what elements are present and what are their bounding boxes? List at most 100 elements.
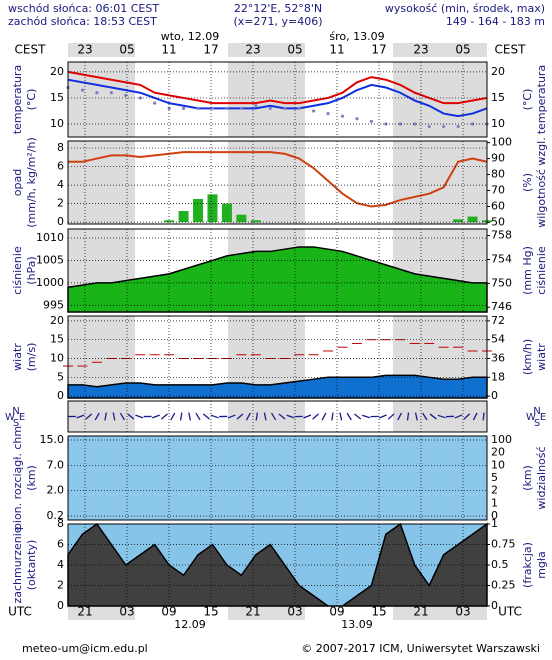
wind-arrow — [339, 412, 343, 421]
panel-frame — [67, 315, 488, 399]
y2-tick-label: 70 — [491, 183, 505, 196]
hour-label: 11 — [329, 43, 344, 57]
hour-label: 03 — [287, 605, 302, 619]
grid-point: (x=271, y=406) — [233, 15, 322, 28]
panel-frame — [67, 140, 488, 225]
axis-label: (frakcja) — [521, 542, 534, 588]
y-tick-label: 0 — [57, 599, 64, 612]
y2-tick-label: 54 — [491, 333, 505, 346]
y2-tick-label: 0.25 — [491, 579, 516, 592]
axis-label: (mm/h, kg/m²/h) — [25, 137, 38, 228]
wind-arrow — [378, 414, 387, 419]
axis-label: (m/s) — [25, 343, 38, 372]
dot — [167, 106, 171, 110]
wind-arrow — [270, 412, 277, 421]
wind-arrow — [303, 414, 312, 419]
zone-label: UTC — [498, 605, 522, 619]
dot — [398, 122, 402, 126]
tick-label: 0.2 — [47, 509, 65, 522]
zone-label: UTC — [8, 605, 32, 619]
axis-label: wiatr — [535, 343, 548, 371]
y2-tick-label: 1 — [491, 517, 498, 530]
wind-arrow — [202, 413, 210, 420]
axis-label: (hPa) — [25, 256, 38, 284]
wind-arrow — [94, 412, 100, 421]
y2-tick-label: 0.5 — [491, 558, 509, 571]
wind-arrow — [286, 414, 295, 419]
tick-label: 20 — [491, 446, 505, 459]
dot — [254, 104, 258, 108]
compass: N — [533, 406, 540, 417]
y2-tick-label: 80 — [491, 168, 505, 181]
tick-label: 15.0 — [40, 433, 65, 446]
axis-label: (oktanty) — [25, 540, 38, 591]
bar — [250, 220, 261, 223]
night-band — [393, 43, 487, 57]
y-tick-label: 995 — [43, 298, 64, 311]
y-tick-label: 1005 — [36, 253, 64, 266]
hour-label: 05 — [455, 43, 470, 57]
hour-label: 05 — [119, 43, 134, 57]
axis-label: (km) — [521, 465, 534, 491]
series-line — [68, 151, 488, 208]
y2-tick-label: 0 — [491, 599, 498, 612]
axis-label: wiatr — [11, 343, 24, 371]
tick-label: 1 — [491, 496, 498, 509]
axis-label: pion. rozciągł. chm — [11, 426, 24, 530]
wind-arrow — [76, 414, 85, 419]
night-band — [68, 606, 135, 620]
y-tick-label: 1010 — [36, 231, 64, 244]
hour-label: 03 — [119, 605, 134, 619]
series-area — [67, 246, 488, 313]
email: meteo-um@icm.edu.pl — [22, 642, 148, 655]
panel-frame — [67, 523, 488, 607]
zone-label: CEST — [15, 43, 47, 57]
tick-label: 5 — [491, 471, 498, 484]
wind-arrow — [437, 414, 446, 419]
compass: S — [13, 418, 19, 429]
wind-arrow — [119, 412, 125, 421]
series-area — [67, 374, 488, 399]
panel-bg — [68, 436, 487, 520]
dot — [456, 124, 460, 129]
series-line — [67, 78, 488, 118]
wind-arrow — [406, 412, 410, 421]
axis-label: (km/h) — [521, 339, 534, 375]
coords: 22°12'E, 52°8'N — [234, 2, 322, 15]
y2-tick-label: 15 — [491, 91, 505, 104]
compass: W — [526, 412, 536, 423]
wind-arrow — [422, 412, 428, 421]
wind-arrow — [170, 412, 176, 421]
y-tick-label: 8 — [57, 517, 64, 530]
wind-arrow — [188, 412, 191, 421]
bar — [221, 203, 232, 223]
wind-arrow — [255, 412, 259, 421]
wind-arrow — [227, 414, 236, 419]
axis-label: (°C) — [521, 89, 534, 111]
dot — [210, 106, 215, 110]
y2-tick-label: 90 — [491, 152, 505, 165]
dot — [268, 106, 272, 110]
y2-tick-label: 0 — [491, 389, 498, 402]
y-tick-label: 4 — [57, 558, 64, 571]
dot — [427, 124, 431, 129]
hour-label: 23 — [245, 43, 260, 57]
dot — [109, 91, 113, 95]
hour-label: 17 — [203, 43, 218, 57]
altitude: 149 - 164 - 183 m — [446, 15, 545, 28]
y2-tick-label: 754 — [491, 252, 512, 265]
bar — [467, 216, 478, 223]
wind-arrow — [127, 413, 135, 420]
dot — [297, 106, 301, 110]
dot — [470, 122, 475, 126]
wind-arrow — [195, 412, 201, 421]
night-band — [393, 606, 487, 620]
dot — [340, 114, 345, 118]
y-tick-label: 1000 — [36, 276, 64, 289]
axis-label: (%) — [521, 173, 534, 192]
wind-arrow — [135, 414, 144, 419]
day-label: 13.09 — [341, 618, 373, 631]
panel-frame — [67, 228, 488, 313]
